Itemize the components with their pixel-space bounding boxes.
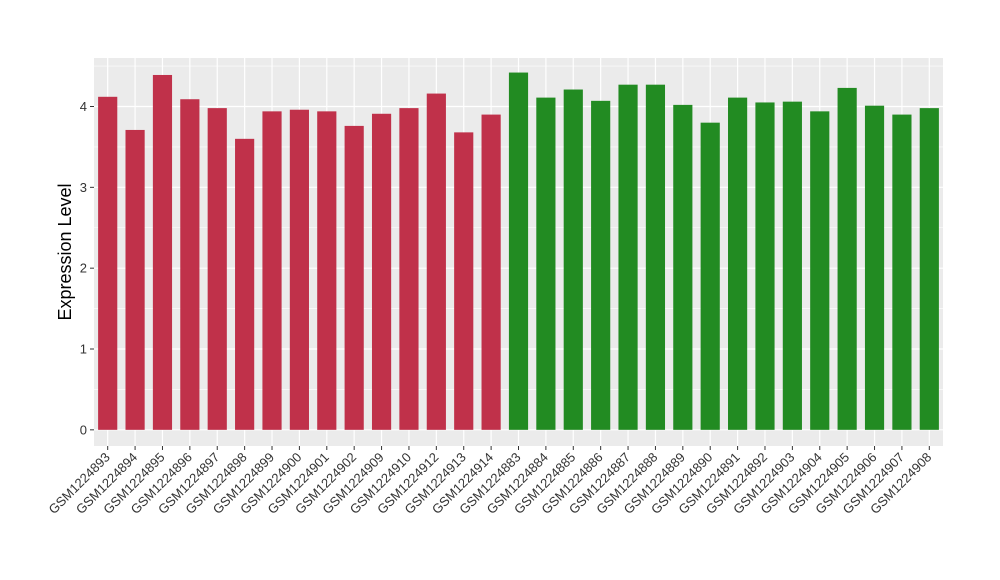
y-tick-label: 3 [80,180,87,195]
bar [235,138,255,430]
bar [481,114,501,430]
bar [262,111,282,430]
bar [454,132,474,430]
bar [508,72,529,430]
bar [782,101,802,430]
bar [700,122,720,430]
bar [289,109,309,430]
bar [371,113,392,430]
y-tick-label: 2 [80,261,87,276]
bar [207,108,227,430]
bar [919,108,939,430]
bar [673,104,693,430]
bar [125,129,145,430]
y-tick-label: 1 [80,342,87,357]
bars [98,72,939,430]
y-tick-label: 4 [80,99,87,114]
bar [837,87,857,430]
bar [864,105,885,430]
bar [892,114,912,430]
bar [536,97,556,430]
bar [98,96,118,430]
bar [645,84,666,430]
bar [591,100,611,430]
bar [618,84,638,430]
y-tick-label: 0 [80,422,87,437]
bar [317,111,337,430]
bar [152,74,173,430]
y-axis: 0 1 2 3 4 [80,99,94,437]
bar [728,97,748,430]
bar [810,111,830,430]
bar [180,99,200,430]
bar [755,102,775,430]
y-axis-title: Expression Level [55,183,75,320]
bar [344,125,364,430]
x-axis: GSM1224893GSM1224894GSM1224895GSM1224896… [45,446,934,517]
bar [563,89,583,430]
bar [399,108,419,430]
bar [426,93,446,430]
